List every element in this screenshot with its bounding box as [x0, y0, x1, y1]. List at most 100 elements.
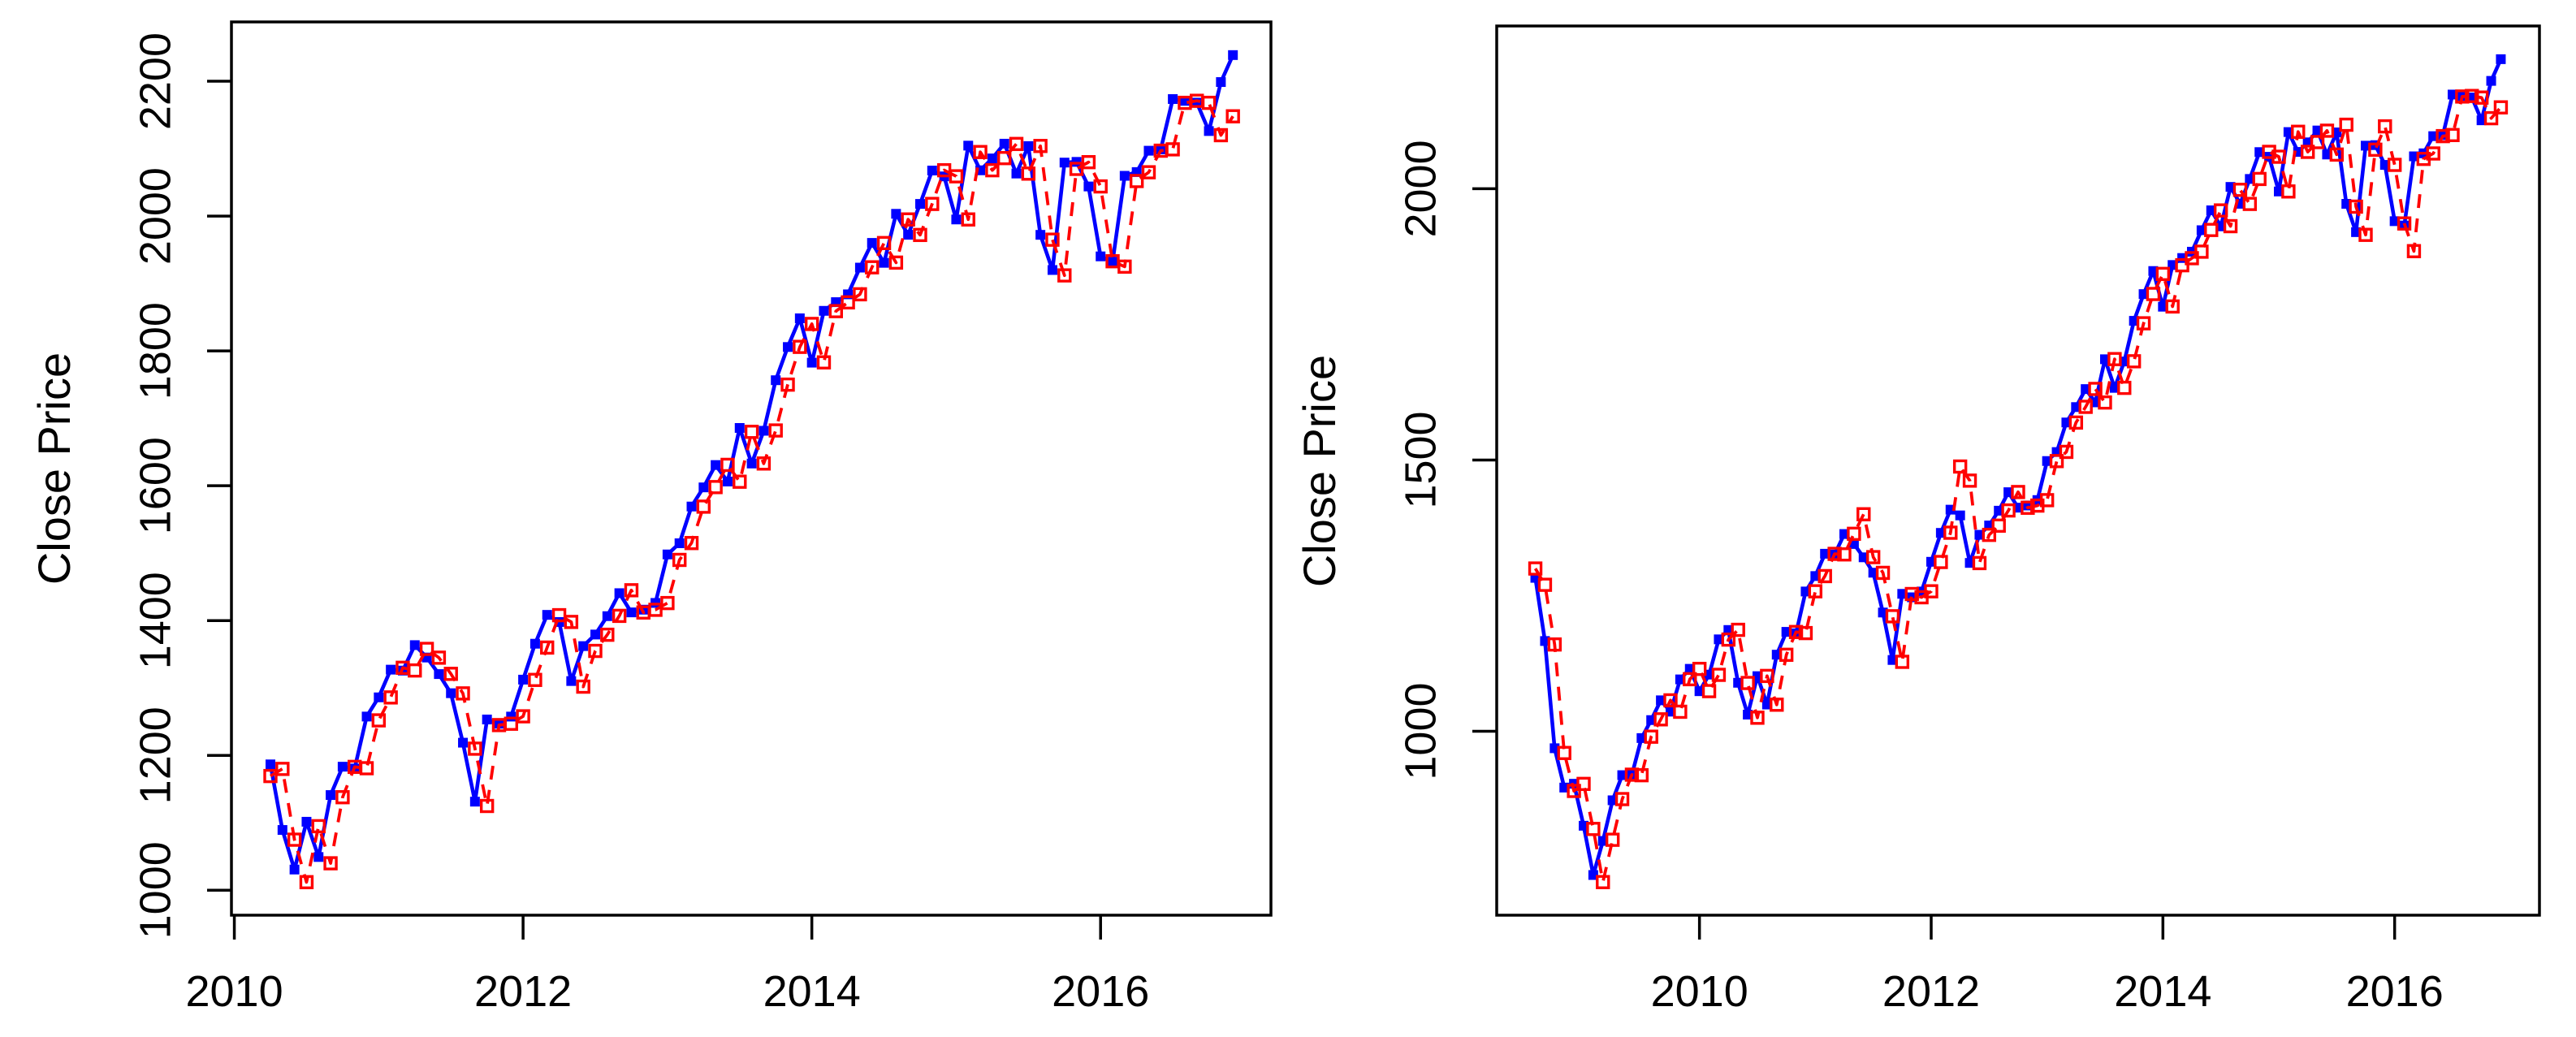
marker-open-square: [2300, 145, 2315, 159]
marker-filled-square: [1216, 77, 1226, 88]
marker-filled-square: [2042, 456, 2052, 466]
marker-filled-square: [2196, 225, 2206, 235]
marker-filled-square: [867, 238, 877, 248]
marker-open-square: [516, 709, 530, 724]
marker-open-square: [1547, 637, 1562, 652]
marker-open-square: [2455, 89, 2470, 104]
marker-filled-square: [927, 166, 937, 176]
marker-open-square: [371, 713, 387, 728]
marker-open-square: [2474, 90, 2489, 105]
marker-filled-square: [1974, 529, 1985, 540]
marker-filled-square: [1665, 706, 1675, 717]
marker-open-square: [1991, 518, 2006, 534]
marker-open-square: [2406, 244, 2422, 258]
marker-open-square: [1750, 711, 1765, 725]
marker-open-square: [1653, 712, 1668, 727]
marker-filled-square: [2090, 397, 2101, 408]
marker-filled-square: [434, 669, 444, 680]
marker-filled-square: [1771, 650, 1782, 660]
marker-open-square: [1798, 625, 1813, 641]
marker-open-square: [612, 608, 627, 624]
marker-open-square: [2329, 147, 2345, 162]
marker-open-square: [1952, 459, 1968, 474]
marker-open-square: [528, 672, 542, 687]
marker-filled-square: [626, 607, 637, 618]
marker-filled-square: [361, 711, 372, 722]
marker-filled-square: [1607, 795, 1618, 806]
marker-filled-square: [1955, 510, 1965, 521]
marker-open-square: [2310, 135, 2325, 149]
marker-filled-square: [2476, 115, 2487, 126]
marker-open-square: [1856, 507, 1871, 521]
marker-open-square: [865, 260, 880, 274]
marker-filled-square: [2071, 402, 2081, 413]
marker-open-square: [576, 679, 590, 694]
marker-open-square: [756, 456, 772, 471]
marker-filled-square: [1168, 93, 1178, 104]
series-predicted-close: [263, 93, 1240, 890]
marker-filled-square: [1926, 556, 1936, 567]
marker-open-square: [660, 595, 675, 611]
marker-open-square: [1586, 822, 1601, 836]
x-axis-tick-label: 2010: [185, 967, 283, 1016]
marker-filled-square: [1656, 695, 1666, 706]
series-predicted-close-line: [1533, 94, 2502, 884]
y-axis-tick-label: 1000: [1396, 682, 1445, 780]
marker-open-square: [383, 690, 398, 705]
marker-filled-square: [518, 674, 529, 685]
marker-filled-square: [1887, 655, 1898, 665]
marker-open-square: [275, 762, 290, 776]
plot-box: [230, 20, 1273, 917]
marker-filled-square: [386, 664, 396, 675]
marker-open-square: [1081, 154, 1096, 170]
y-axis-tick-label: 1500: [1396, 411, 1445, 508]
marker-open-square: [1165, 142, 1180, 157]
marker-filled-square: [1023, 140, 1034, 151]
marker-filled-square: [313, 852, 324, 862]
marker-filled-square: [529, 638, 540, 649]
marker-filled-square: [1047, 265, 1057, 275]
marker-filled-square: [266, 759, 275, 770]
marker-open-square: [2426, 146, 2440, 161]
marker-open-square: [985, 162, 1000, 178]
marker-filled-square: [903, 230, 914, 240]
marker-filled-square: [1083, 181, 1094, 192]
marker-filled-square: [1119, 171, 1130, 181]
marker-open-square: [2213, 203, 2228, 218]
marker-filled-square: [1752, 671, 1762, 681]
marker-filled-square: [1684, 663, 1695, 674]
marker-filled-square: [1559, 782, 1570, 793]
marker-filled-square: [2081, 384, 2091, 395]
marker-open-square: [2039, 493, 2055, 508]
chart-left-panel: 2010 2012 2014 2016 1000 1200 1400 1600 1800 2000…: [131, 20, 1273, 1016]
marker-open-square: [913, 227, 927, 243]
marker-filled-square: [711, 460, 721, 470]
marker-open-square: [888, 255, 904, 270]
marker-filled-square: [662, 549, 672, 560]
marker-filled-square: [951, 214, 962, 225]
marker-filled-square: [1675, 674, 1685, 685]
plot-box: [1495, 24, 2541, 917]
marker-filled-square: [2254, 147, 2265, 158]
marker-open-square: [2098, 395, 2112, 410]
marker-filled-square: [277, 825, 287, 836]
marker-filled-square: [506, 711, 516, 722]
marker-filled-square: [2129, 316, 2139, 326]
marker-filled-square: [987, 153, 997, 164]
marker-filled-square: [2206, 205, 2216, 215]
marker-open-square: [1779, 647, 1794, 663]
marker-filled-square: [1820, 548, 1830, 559]
marker-open-square: [1895, 655, 1910, 669]
marker-open-square: [1770, 698, 1784, 712]
marker-open-square: [1033, 139, 1048, 153]
marker-filled-square: [1858, 552, 1869, 563]
marker-open-square: [720, 457, 735, 473]
marker-open-square: [1904, 586, 1919, 602]
marker-open-square: [1692, 661, 1707, 676]
marker-open-square: [2021, 500, 2035, 515]
marker-open-square: [2011, 485, 2025, 499]
marker-filled-square: [458, 737, 469, 748]
marker-filled-square: [1143, 145, 1154, 156]
marker-filled-square: [1540, 636, 1550, 646]
